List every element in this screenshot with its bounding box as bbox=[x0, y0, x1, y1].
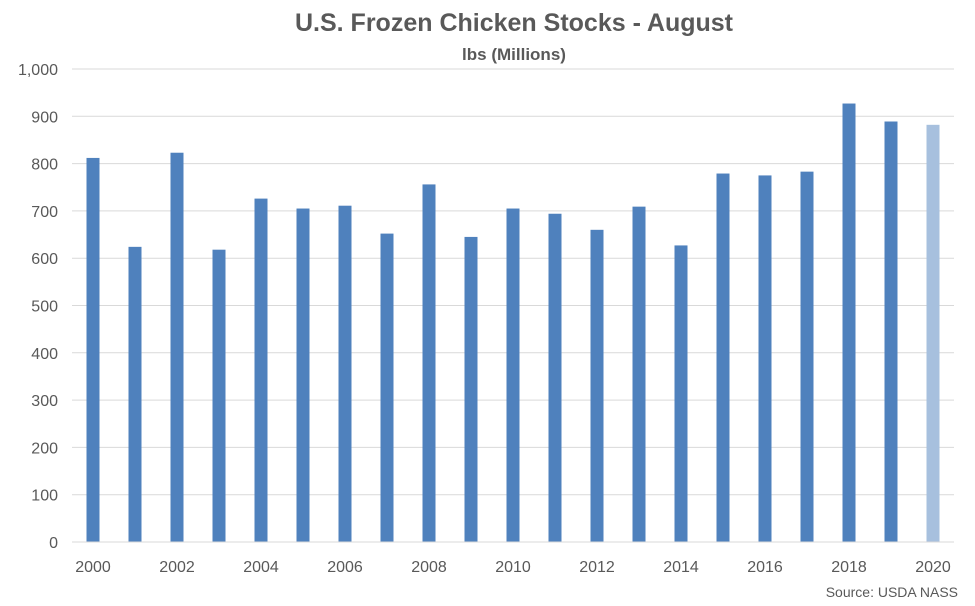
bar-2020 bbox=[926, 124, 940, 543]
bar-2000 bbox=[86, 157, 100, 542]
bar-2015 bbox=[716, 173, 730, 542]
bar-2012 bbox=[590, 229, 604, 542]
y-tick-label: 900 bbox=[31, 109, 58, 126]
chart-title: U.S. Frozen Chicken Stocks - August bbox=[295, 9, 734, 37]
bar-2019 bbox=[884, 121, 898, 543]
y-tick-label: 300 bbox=[31, 393, 58, 410]
x-tick-label: 2012 bbox=[579, 559, 615, 576]
bar-2016 bbox=[758, 175, 772, 543]
x-axis-tick-labels: 2000 2002 2004 2006 2008 2010 2012 2014 2016 2018… bbox=[75, 559, 951, 576]
bar-2002 bbox=[170, 152, 184, 542]
y-tick-label: 0 bbox=[49, 535, 58, 552]
x-tick-label: 2020 bbox=[915, 559, 951, 576]
y-axis-tick-labels: 0 100 200 300 400 500 600 700 800 900 1,000 bbox=[18, 62, 58, 552]
y-tick-label: 400 bbox=[31, 346, 58, 363]
bar-2005 bbox=[296, 208, 310, 542]
bar-2010 bbox=[506, 208, 520, 542]
source-note: Source: USDA NASS bbox=[826, 584, 958, 600]
bar-2014 bbox=[674, 245, 688, 542]
x-tick-label: 2014 bbox=[663, 559, 699, 576]
x-tick-label: 2018 bbox=[831, 559, 867, 576]
y-tick-label: 200 bbox=[31, 440, 58, 457]
x-tick-label: 2008 bbox=[411, 559, 447, 576]
bar-2018 bbox=[842, 103, 856, 543]
bar-2007 bbox=[380, 233, 394, 542]
bar-2017 bbox=[800, 171, 814, 543]
bar-2003 bbox=[212, 249, 226, 542]
bar-2009 bbox=[464, 236, 478, 543]
x-tick-label: 2002 bbox=[159, 559, 195, 576]
y-tick-label: 500 bbox=[31, 299, 58, 316]
bar-2011 bbox=[548, 213, 562, 542]
bar-2004 bbox=[254, 198, 268, 543]
y-tick-label: 1,000 bbox=[18, 62, 58, 79]
bar-2006 bbox=[338, 205, 352, 542]
bar-2013 bbox=[632, 206, 646, 542]
y-tick-label: 800 bbox=[31, 157, 58, 174]
x-tick-label: 2000 bbox=[75, 559, 111, 576]
bar-series bbox=[86, 103, 940, 543]
y-tick-label: 100 bbox=[31, 488, 58, 505]
chart-subtitle: lbs (Millions) bbox=[462, 45, 566, 64]
bar-2008 bbox=[422, 184, 436, 543]
bar-2001 bbox=[128, 246, 142, 542]
x-tick-label: 2006 bbox=[327, 559, 363, 576]
x-tick-label: 2010 bbox=[495, 559, 531, 576]
y-tick-label: 600 bbox=[31, 251, 58, 268]
x-tick-label: 2016 bbox=[747, 559, 783, 576]
y-tick-label: 700 bbox=[31, 204, 58, 221]
x-tick-label: 2004 bbox=[243, 559, 279, 576]
